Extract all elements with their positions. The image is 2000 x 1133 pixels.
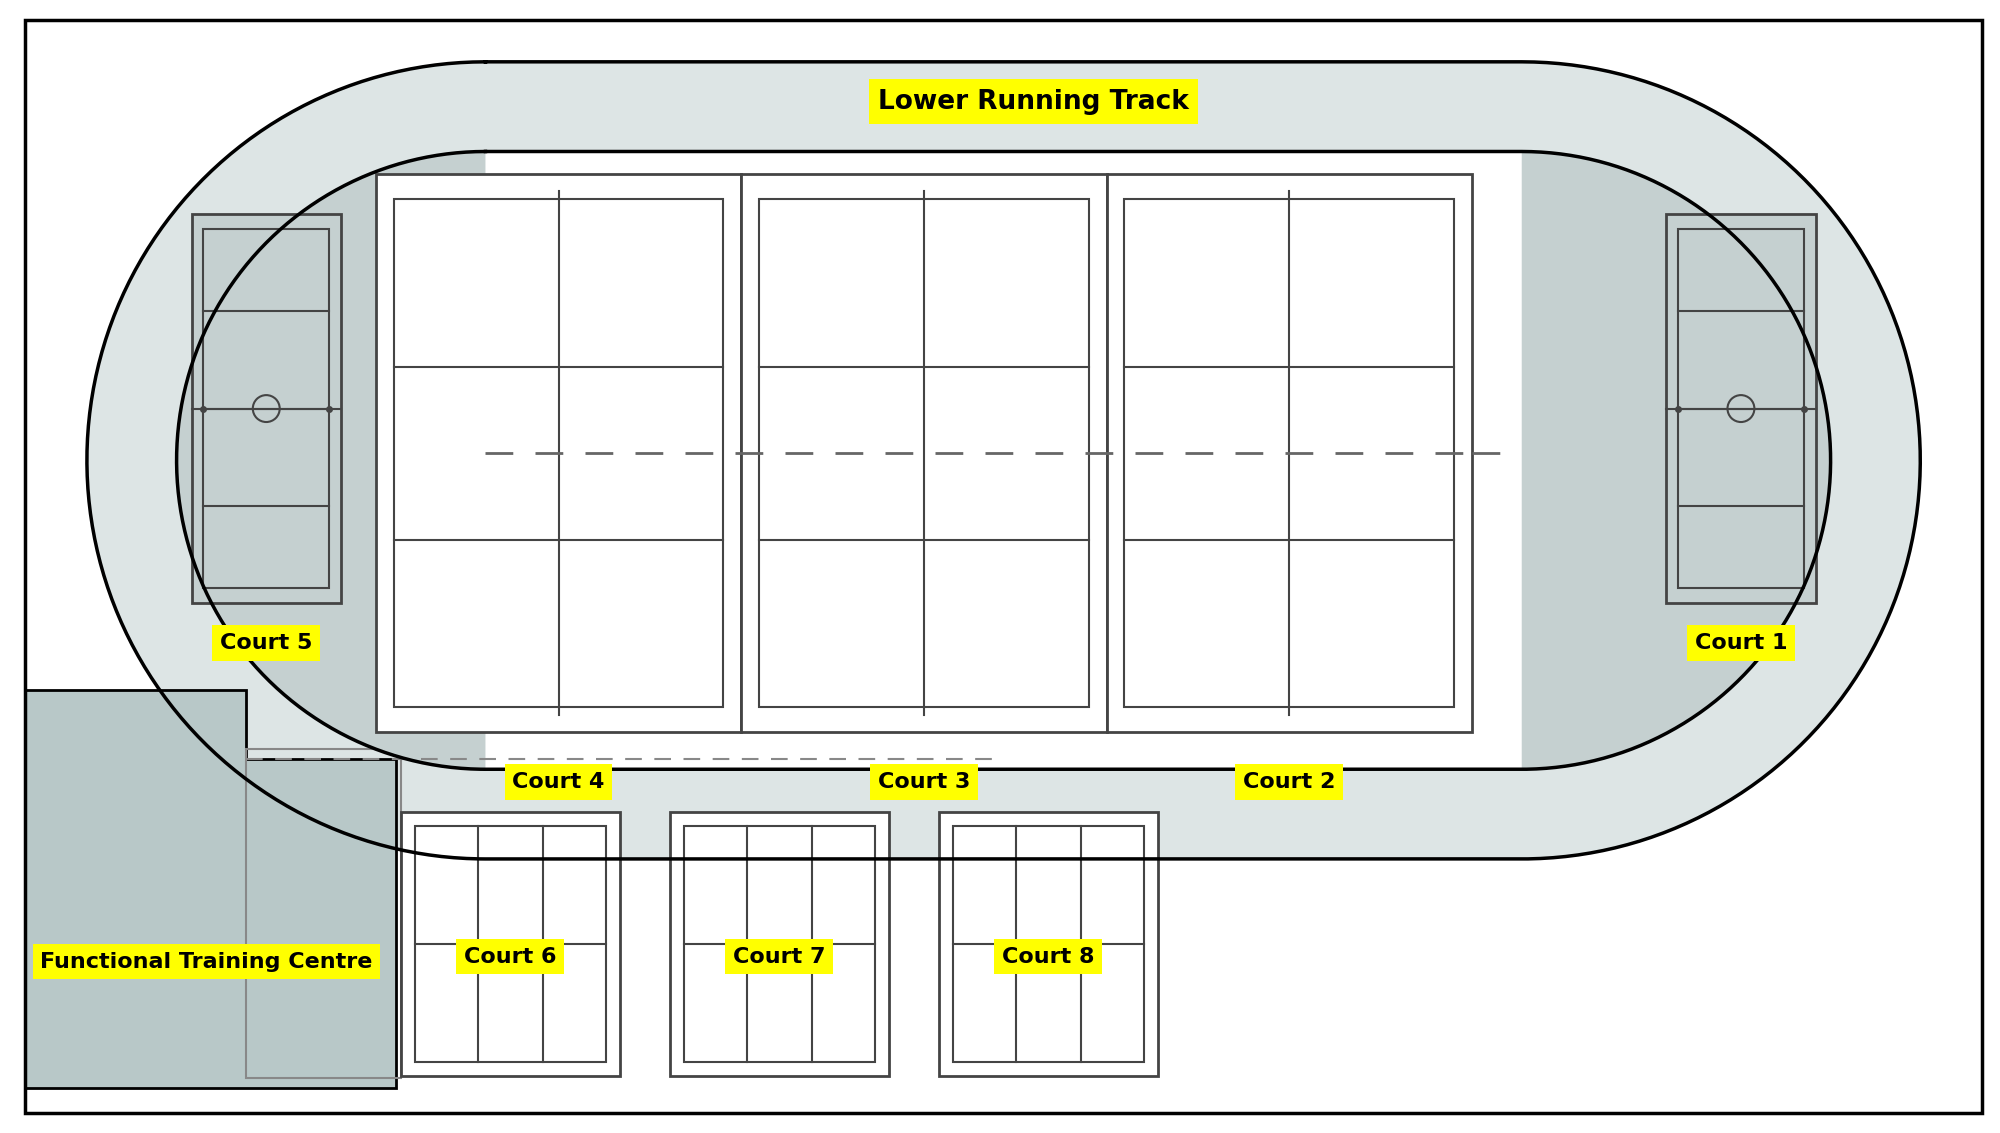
Polygon shape (176, 152, 486, 769)
Text: Lower Running Track: Lower Running Track (878, 88, 1188, 114)
Text: Court 1: Court 1 (1694, 632, 1788, 653)
Bar (400, 812, 620, 1076)
Text: Court 2: Court 2 (1244, 773, 1336, 792)
Bar (952, 826, 1144, 1063)
Bar (204, 229, 330, 588)
Bar (760, 199, 1088, 707)
Bar (192, 214, 340, 603)
Text: Functional Training Centre: Functional Training Centre (40, 952, 372, 972)
Bar (1106, 174, 1472, 732)
Bar (1678, 229, 1804, 588)
Text: Court 8: Court 8 (1002, 946, 1094, 966)
Bar (742, 174, 1106, 732)
Text: Court 5: Court 5 (220, 632, 312, 653)
Bar (376, 174, 742, 732)
Bar (670, 812, 890, 1076)
Polygon shape (176, 152, 1830, 769)
Bar (1666, 214, 1816, 603)
Bar (414, 826, 606, 1063)
Polygon shape (26, 690, 396, 1088)
Bar (684, 826, 876, 1063)
Polygon shape (1522, 152, 1830, 769)
Bar (938, 812, 1158, 1076)
Polygon shape (86, 62, 1920, 859)
Text: Court 6: Court 6 (464, 946, 556, 966)
Text: Court 4: Court 4 (512, 773, 604, 792)
Bar (246, 749, 400, 1079)
Text: Court 3: Court 3 (878, 773, 970, 792)
Bar (1124, 199, 1454, 707)
Bar (394, 199, 724, 707)
Text: Court 7: Court 7 (734, 946, 826, 966)
